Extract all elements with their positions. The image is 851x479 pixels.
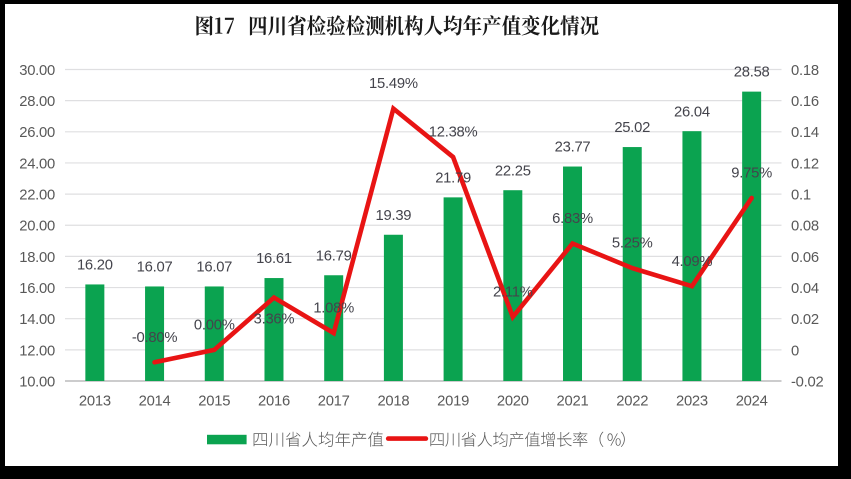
- svg-text:2021: 2021: [557, 394, 589, 410]
- svg-text:16.79: 16.79: [316, 248, 352, 264]
- svg-text:2014: 2014: [139, 394, 171, 410]
- svg-text:2022: 2022: [616, 394, 648, 410]
- svg-text:21.79: 21.79: [435, 170, 471, 186]
- svg-text:12.38%: 12.38%: [429, 125, 478, 141]
- svg-text:1.08%: 1.08%: [313, 301, 354, 317]
- svg-text:16.07: 16.07: [196, 260, 232, 276]
- svg-text:23.77: 23.77: [555, 140, 591, 156]
- svg-text:9.75%: 9.75%: [731, 166, 772, 182]
- svg-text:12.00: 12.00: [19, 343, 55, 359]
- svg-text:2024: 2024: [736, 394, 768, 410]
- svg-text:0.14: 0.14: [791, 125, 819, 141]
- svg-text:19.39: 19.39: [376, 208, 412, 224]
- svg-text:0.16: 0.16: [791, 94, 819, 110]
- svg-text:0.00%: 0.00%: [194, 317, 235, 333]
- svg-text:30.00: 30.00: [19, 63, 55, 79]
- svg-text:22.25: 22.25: [495, 163, 531, 179]
- svg-text:3.36%: 3.36%: [254, 311, 295, 327]
- svg-text:2020: 2020: [497, 394, 529, 410]
- svg-text:16.61: 16.61: [256, 251, 292, 267]
- svg-text:24.00: 24.00: [19, 156, 55, 172]
- svg-text:16.00: 16.00: [19, 281, 55, 297]
- svg-text:16.07: 16.07: [137, 260, 173, 276]
- svg-text:0.04: 0.04: [791, 281, 819, 297]
- svg-text:16.20: 16.20: [77, 258, 113, 274]
- svg-text:0.02: 0.02: [791, 312, 819, 328]
- svg-text:0.08: 0.08: [791, 219, 819, 235]
- svg-text:0.06: 0.06: [791, 250, 819, 266]
- svg-text:-0.02: -0.02: [791, 374, 823, 390]
- svg-text:14.00: 14.00: [19, 312, 55, 328]
- svg-text:18.00: 18.00: [19, 250, 55, 266]
- svg-text:20.00: 20.00: [19, 219, 55, 235]
- svg-text:0.1: 0.1: [791, 188, 811, 204]
- svg-text:10.00: 10.00: [19, 374, 55, 390]
- svg-text:2018: 2018: [377, 394, 409, 410]
- svg-text:0: 0: [791, 343, 799, 359]
- svg-text:26.04: 26.04: [674, 104, 710, 120]
- svg-text:2015: 2015: [198, 394, 230, 410]
- svg-text:2017: 2017: [318, 394, 350, 410]
- svg-text:-0.80%: -0.80%: [132, 330, 177, 346]
- svg-text:0.12: 0.12: [791, 156, 819, 172]
- svg-text:2016: 2016: [258, 394, 290, 410]
- svg-text:0.18: 0.18: [791, 63, 819, 79]
- svg-text:2023: 2023: [676, 394, 708, 410]
- svg-text:22.00: 22.00: [19, 188, 55, 204]
- svg-text:26.00: 26.00: [19, 125, 55, 141]
- svg-text:5.25%: 5.25%: [612, 236, 653, 252]
- svg-text:4.09%: 4.09%: [672, 254, 713, 270]
- svg-text:2019: 2019: [437, 394, 469, 410]
- svg-text:15.49%: 15.49%: [369, 76, 418, 92]
- svg-text:2013: 2013: [79, 394, 111, 410]
- svg-text:28.58: 28.58: [734, 65, 770, 81]
- svg-text:28.00: 28.00: [19, 94, 55, 110]
- svg-text:2.11%: 2.11%: [493, 285, 533, 301]
- svg-text:6.83%: 6.83%: [552, 211, 593, 227]
- svg-text:25.02: 25.02: [614, 120, 650, 136]
